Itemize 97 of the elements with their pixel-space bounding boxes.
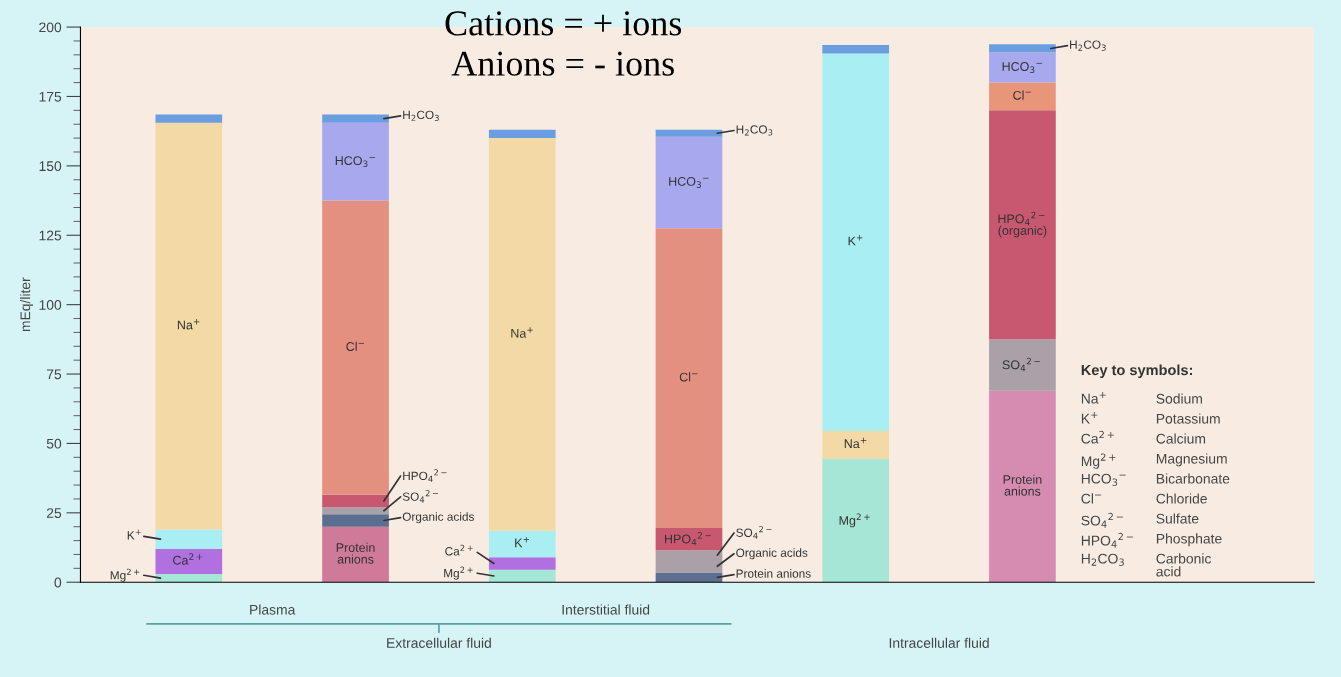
text: Sulfate — [1156, 513, 1199, 524]
bar — [822, 53, 890, 431]
text: SO$_{4}$$^{2−}$ — [736, 526, 772, 539]
text: Phosphate — [1156, 533, 1222, 547]
bar — [488, 129, 556, 139]
bar — [155, 529, 223, 549]
series-label: Ca$^{2+}$ — [173, 553, 203, 565]
text: H$_{2}$CO$_{3}$ — [403, 110, 439, 121]
text: Na$^{+}$ — [511, 327, 533, 338]
series-label: Organic acids — [402, 512, 474, 524]
bar — [155, 573, 223, 583]
series-label: Protein anions — [736, 569, 811, 578]
text: Cl$^{−}$ — [346, 341, 365, 351]
annotation: Key to symbols: — [1081, 364, 1193, 379]
text: Sodium — [1156, 393, 1202, 404]
bar — [989, 339, 1056, 391]
annotation: Ca$^{2+}$ — [1081, 430, 1114, 444]
bar — [822, 45, 890, 54]
bar — [322, 114, 389, 123]
y-axis-title: mEq/liter — [20, 277, 33, 332]
text: Bicarbonate — [1156, 473, 1230, 484]
bar — [155, 548, 223, 574]
bar — [322, 514, 389, 527]
series-label: Mg$^{2+}$ — [110, 568, 140, 582]
text: Intracellular fluid — [889, 637, 989, 648]
bar — [488, 138, 556, 531]
annotation: Cl$^{−}$ — [1081, 493, 1102, 504]
text: Extracellular fluid — [387, 637, 491, 648]
bar — [989, 390, 1056, 583]
text: Organic acids — [736, 548, 808, 560]
bar — [655, 572, 723, 583]
bar — [989, 52, 1056, 83]
y-tick-label: 25 — [46, 508, 62, 518]
series-label: HPO$_{4}$$^{2−}$ (organic) — [998, 211, 1047, 238]
text: HCO$_{3}$$^{−}$ — [669, 177, 709, 188]
bar — [989, 110, 1056, 340]
y-tick-label: 100 — [39, 299, 62, 310]
text: Na$^{+}$ — [177, 319, 200, 330]
text: Ca$^{2+}$ — [445, 544, 473, 556]
bar — [322, 507, 389, 515]
y-tick-label: 175 — [39, 91, 62, 102]
text: SO$_{4}$$^{2−}$ — [402, 490, 439, 503]
chart-title: Cations = + ions Anions = - ions — [445, 11, 682, 76]
y-tick-label: 50 — [46, 438, 62, 449]
text: Carbonic acid — [1156, 553, 1212, 577]
series-label: K$^{+}$ — [515, 536, 529, 548]
series-label: Na$^{+}$ — [844, 437, 867, 449]
text: Magnesium — [1156, 453, 1227, 467]
series-label: K$^{+}$ — [848, 235, 863, 246]
text: Chloride — [1156, 493, 1207, 504]
series-label: Cl$^{−}$ — [1013, 90, 1031, 100]
annotation: H$_{2}$CO$_{3}$ — [1081, 553, 1124, 566]
bar — [822, 430, 890, 459]
bar — [488, 569, 556, 583]
text: Protein anions — [1003, 474, 1042, 496]
series-label: SO$_{4}$$^{2−}$ — [1002, 357, 1040, 372]
text: HCO$_{3}$$^{−}$ — [335, 156, 376, 168]
annotation: K$^{+}$ — [1081, 411, 1098, 424]
bar — [655, 528, 723, 551]
bar — [989, 82, 1056, 111]
bar — [989, 44, 1056, 53]
y-tick-label: 200 — [39, 22, 62, 33]
bar — [488, 530, 556, 558]
bar — [322, 526, 389, 583]
bar — [322, 200, 389, 495]
bar — [655, 129, 723, 137]
text: Cl$^{−}$ — [679, 372, 698, 382]
bar — [322, 122, 389, 201]
annotation: SO$_{4}$$^{2−}$ — [1081, 512, 1123, 528]
text: Interstitial fluid — [562, 604, 650, 615]
text: H$_{2}$CO$_{3}$ — [1070, 40, 1106, 51]
bar — [822, 458, 890, 583]
series-label: HPO$_{4}$$^{2−}$ — [665, 531, 711, 546]
bar — [655, 228, 723, 529]
bar — [155, 122, 223, 530]
y-tick-label: 125 — [39, 230, 62, 241]
bar — [655, 136, 723, 229]
series-label: HCO$_{3}$$^{−}$ — [1002, 62, 1042, 73]
bar — [488, 557, 556, 570]
y-tick-label: 75 — [46, 369, 62, 380]
text: Potassium — [1156, 413, 1220, 424]
text: Mg$^{2+}$ — [839, 513, 870, 528]
annotation: HCO$_{3}$$^{−}$ — [1081, 473, 1126, 486]
series-label: H$_{2}$CO$_{3}$ — [736, 125, 773, 136]
bar — [155, 114, 223, 123]
y-tick-label: 150 — [39, 161, 62, 172]
text: HPO$_{4}$$^{2−}$ — [403, 469, 447, 482]
annotation: HPO$_{4}$$^{2−}$ — [1081, 532, 1133, 548]
annotation: Mg$^{2+}$ — [1081, 453, 1116, 469]
y-tick-label: 0 — [54, 577, 62, 588]
text: Plasma — [250, 604, 296, 615]
text: Mg$^{2+}$ — [444, 566, 473, 580]
text: K$^{+}$ — [127, 529, 141, 540]
annotation: Na$^{+}$ — [1081, 392, 1106, 404]
text: Calcium — [1156, 433, 1206, 444]
bar — [322, 494, 389, 508]
text: Protein anions — [336, 542, 375, 564]
